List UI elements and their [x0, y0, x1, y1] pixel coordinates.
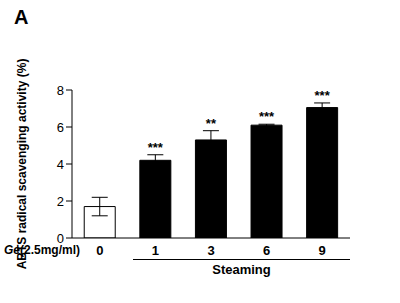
html-text:A: A — [14, 6, 29, 28]
svg-text:0: 0 — [96, 243, 103, 258]
svg-text:8: 8 — [57, 83, 64, 98]
svg-text:2: 2 — [57, 194, 64, 209]
svg-text:***: *** — [259, 109, 275, 124]
svg-text:4: 4 — [57, 157, 64, 172]
svg-text:***: *** — [148, 140, 164, 155]
svg-text:6: 6 — [263, 243, 270, 258]
svg-text:6: 6 — [57, 120, 64, 135]
svg-text:9: 9 — [319, 243, 326, 258]
svg-text:1: 1 — [152, 243, 159, 258]
svg-text:***: *** — [315, 88, 331, 103]
html-text:Ge (2.5mg/ml): Ge (2.5mg/ml) — [4, 243, 80, 257]
svg-text:ABTS radical scavenging activi: ABTS radical scavenging activity (%) — [15, 59, 29, 270]
svg-text:0: 0 — [56, 230, 64, 246]
svg-text:3: 3 — [207, 243, 214, 258]
svg-text:**: ** — [206, 116, 217, 131]
html-text:Steaming: Steaming — [212, 262, 271, 277]
